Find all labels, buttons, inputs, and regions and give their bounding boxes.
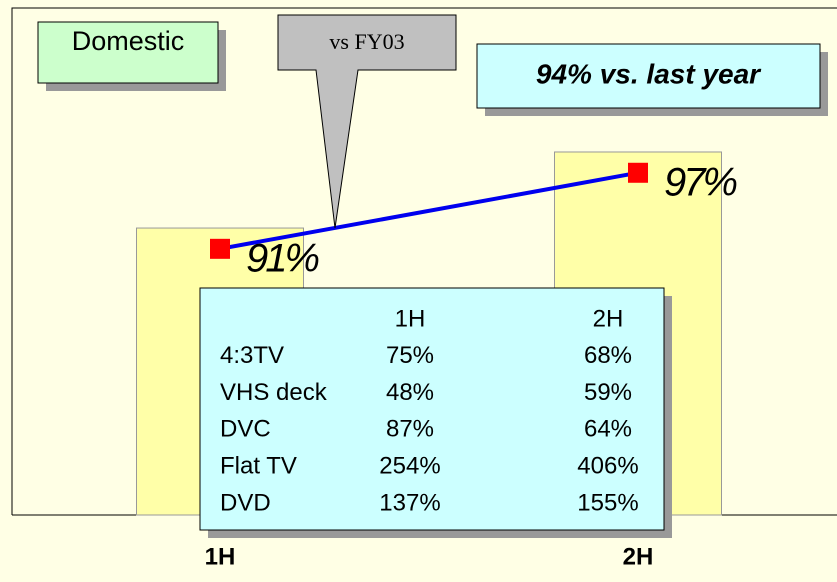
table-cell: 155% xyxy=(577,489,638,516)
table-row-label: DVD xyxy=(220,489,271,516)
table-row-label: 4:3TV xyxy=(220,342,284,369)
table-row-label: Flat TV xyxy=(220,453,297,480)
category-labels: 1H 2H xyxy=(205,543,654,570)
table-cell: 59% xyxy=(584,379,632,406)
data-label: 97% xyxy=(664,160,736,204)
callout xyxy=(277,14,457,229)
marker xyxy=(210,238,230,259)
table-cell: 68% xyxy=(584,342,632,369)
table-cell: 64% xyxy=(584,416,632,443)
callout-label: vs FY03 xyxy=(329,29,404,54)
x-tick-label: 1H xyxy=(205,543,236,570)
table-row-label: DVC xyxy=(220,416,271,443)
plot-frame xyxy=(11,7,837,515)
line-layer: 91% 97% xyxy=(210,160,739,280)
data-label: 91% xyxy=(246,236,318,280)
table: 1H 2H 4:3TV 75% 68% VHS deck 48% 59% DVC 87% 64% Fl… xyxy=(220,305,639,516)
marker xyxy=(628,162,648,183)
table-cell: 406% xyxy=(577,453,638,480)
table-cell: 75% xyxy=(386,342,434,369)
line xyxy=(219,170,639,251)
table-cell: 137% xyxy=(379,489,440,516)
summary-label: 94% vs. last year xyxy=(536,58,762,89)
summary-box xyxy=(476,43,821,109)
table-header: 1H xyxy=(395,305,426,332)
table-row-label: VHS deck xyxy=(220,379,328,406)
table-cell: 48% xyxy=(386,379,434,406)
table-cell: 254% xyxy=(379,453,440,480)
domestic-box xyxy=(37,21,219,84)
domestic-label: Domestic xyxy=(72,26,185,56)
x-tick-label: 2H xyxy=(623,543,654,570)
table-cell: 87% xyxy=(386,416,434,443)
table-box xyxy=(199,287,665,531)
table-header: 2H xyxy=(593,305,624,332)
